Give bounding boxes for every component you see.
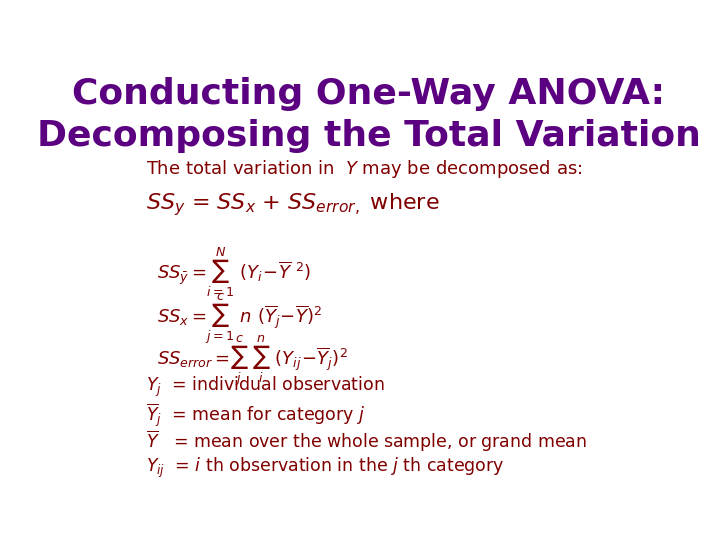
Text: $\mathit{SS_y}$ = $\mathit{SS_x}$ + $\mathit{SS_{error,}}$ where: $\mathit{SS_y}$ = $\mathit{SS_x}$ + $\ma… — [145, 192, 439, 218]
Text: $\mathit{\overline{Y}}$   = mean over the whole sample, or grand mean: $\mathit{\overline{Y}}$ = mean over the … — [145, 429, 587, 454]
Text: $\mathit{SS_x}=\!\sum_{j=1}^{c}\ n\ (\overline{Y}_j\!-\!\overline{Y})^2$: $\mathit{SS_x}=\!\sum_{j=1}^{c}\ n\ (\ov… — [157, 292, 323, 346]
Text: $\mathit{SS_{error}}=\!\sum_{j}^{c}\ \sum_{i}^{n}\ (Y_{ij}\!-\!\overline{Y}_j)^2: $\mathit{SS_{error}}=\!\sum_{j}^{c}\ \su… — [157, 333, 348, 388]
Text: $\mathit{SS_{\bar{y}}}=\!\sum_{i=1}^{N}\ (Y_i\!-\!\overline{Y}\ ^2)$: $\mathit{SS_{\bar{y}}}=\!\sum_{i=1}^{N}\… — [157, 246, 311, 299]
Text: Decomposing the Total Variation: Decomposing the Total Variation — [37, 119, 701, 153]
Text: $\mathit{Y_j}$  = individual observation: $\mathit{Y_j}$ = individual observation — [145, 375, 384, 399]
Text: Conducting One-Way ANOVA:: Conducting One-Way ANOVA: — [73, 77, 665, 111]
Text: $\mathit{\overline{Y}_j}$  = mean for category $\mathit{j}$: $\mathit{\overline{Y}_j}$ = mean for cat… — [145, 402, 365, 429]
Text: The total variation in  $Y$ may be decomposed as:: The total variation in $Y$ may be decomp… — [145, 158, 582, 180]
Text: $\mathit{Y_{ij}}$  = $\mathit{i}$ th observation in the $\mathit{j}$ th category: $\mathit{Y_{ij}}$ = $\mathit{i}$ th obse… — [145, 456, 504, 480]
